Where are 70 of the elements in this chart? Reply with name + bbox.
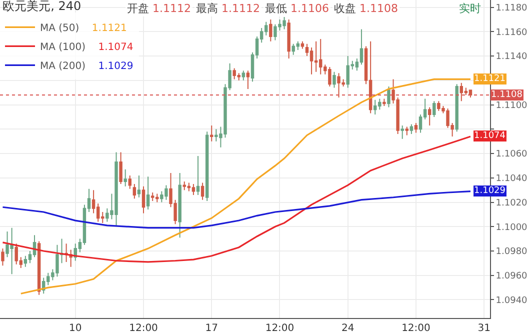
candlestick	[210, 124, 214, 142]
x-tick-label: 12:00	[129, 323, 158, 334]
candlestick	[410, 124, 414, 135]
candlestick	[287, 18, 290, 59]
x-tick-label: 12:00	[265, 323, 294, 334]
x-tick-label: 31	[478, 323, 490, 334]
candlestick	[314, 40, 318, 72]
x-tick-label: 10	[69, 323, 82, 334]
x-tick-label: 17	[205, 323, 218, 334]
y-tick-label: 1.0960	[496, 272, 528, 282]
text: 1.1029	[98, 61, 134, 72]
y-tick-label: 1.1100	[496, 100, 528, 111]
y-tick-label: 1.1000	[496, 222, 528, 233]
x-tick-label: 24	[341, 323, 354, 334]
legend-label: MA (50)	[40, 23, 80, 34]
candlestick	[269, 18, 272, 42]
candlestick	[428, 106, 432, 126]
annotation: 最高 1.1112	[196, 2, 260, 15]
chart-title: 欧元美元, 240	[2, 0, 82, 14]
y-tick-label: 1.1160	[496, 28, 528, 38]
candlestick	[332, 71, 336, 88]
data-label: 1.1074	[474, 131, 506, 141]
line-series	[2, 136, 472, 263]
legend-label: MA (200)	[40, 61, 86, 72]
y-tick-label: 1.1060	[496, 150, 528, 160]
candlestick	[455, 84, 458, 132]
legend-label: MA (100)	[40, 42, 86, 54]
annotation: 收盘 1.1108	[334, 2, 398, 15]
text: 1.1121	[92, 23, 127, 34]
candlestick	[432, 100, 436, 118]
candlestick	[300, 40, 304, 50]
y-tick-label: 1.1040	[496, 174, 528, 184]
candlestick	[382, 98, 386, 106]
x-tick-label: 12:00	[402, 323, 430, 334]
candlestick	[187, 182, 191, 192]
candlestick	[192, 183, 196, 196]
candlestick	[405, 126, 409, 136]
candlestick	[178, 172, 182, 238]
annotation: 最低 1.1106	[265, 2, 329, 15]
candlestick	[400, 124, 404, 140]
candlestick	[124, 168, 127, 187]
candlestick	[142, 186, 146, 214]
data-label: 1.1029	[474, 186, 506, 196]
line-series	[2, 190, 472, 229]
candlestick	[387, 86, 390, 108]
y-tick-label: 1.0980	[496, 247, 528, 258]
candlestick	[196, 155, 200, 196]
candlestick	[119, 152, 122, 184]
candlestick	[146, 176, 150, 210]
candlestick	[200, 182, 204, 200]
ref-line-label: 1.1108	[491, 90, 523, 100]
y-tick-label: 1.0940	[496, 296, 528, 306]
candlestick	[132, 183, 136, 200]
y-tick-label: 1.1020	[496, 198, 528, 208]
annotation: 实时	[459, 2, 481, 15]
candlestick	[1, 248, 4, 266]
candlestick	[137, 174, 141, 198]
annotation: 开盘 1.1112	[127, 2, 191, 15]
candlestick	[246, 70, 250, 90]
line-series	[20, 78, 472, 294]
candlestick	[414, 122, 418, 134]
candlestick	[205, 131, 209, 202]
y-tick-label: 1.1140	[496, 52, 528, 62]
data-label: 1.1121	[474, 74, 506, 84]
candlestick	[150, 192, 154, 202]
candlestick	[128, 174, 132, 190]
text: 1.1074	[98, 42, 134, 54]
candlestick	[24, 255, 28, 268]
y-tick-label: 1.1180	[496, 3, 528, 14]
candlestick	[242, 70, 246, 81]
